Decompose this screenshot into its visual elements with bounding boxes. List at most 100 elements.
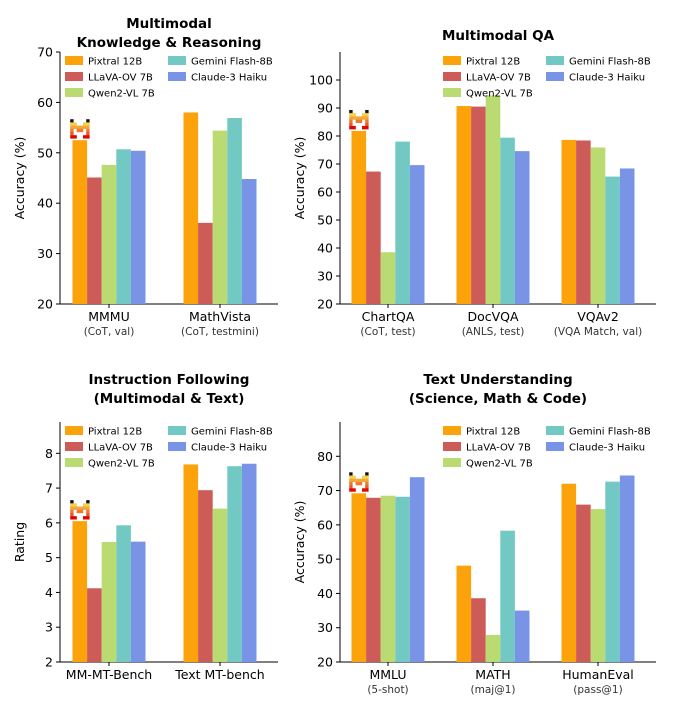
y-tick-label: 50	[37, 145, 53, 160]
legend-label: Pixtral 12B	[88, 427, 142, 438]
logo-pixel	[349, 485, 353, 489]
y-tick-label: 7	[45, 481, 53, 496]
logo-pixel	[76, 509, 80, 514]
legend-label: LLaVA-OV 7B	[88, 443, 153, 454]
logo-pixel	[365, 488, 369, 492]
legend-swatch	[168, 72, 186, 81]
logo-pixel	[70, 506, 74, 510]
bar	[561, 483, 577, 662]
bar	[485, 95, 501, 305]
y-tick-label: 20	[37, 297, 53, 312]
logo-pixel	[76, 128, 80, 133]
logo-pixel	[355, 119, 359, 123]
logo-pixel	[362, 113, 366, 117]
y-tick-label: 30	[317, 269, 333, 284]
logo-pixel	[365, 125, 369, 130]
bar	[101, 542, 117, 662]
bar	[619, 475, 635, 662]
x-tick-sublabel: (5-shot)	[367, 684, 408, 696]
bar	[116, 149, 131, 304]
logo-pixel	[349, 478, 353, 483]
bar	[351, 493, 367, 662]
y-axis-label: Accuracy (%)	[12, 137, 27, 220]
legend-swatch	[443, 72, 461, 81]
bar	[409, 165, 425, 304]
chart-title: Multimodal	[126, 16, 212, 32]
logo-pixel	[362, 116, 366, 120]
chart-panel-3: Instruction Following (Multimodal & Text)…	[12, 372, 278, 682]
x-tick-label: Text MT-bench	[174, 667, 264, 682]
x-tick-sublabel: (ANLS, test)	[462, 326, 525, 338]
legend-label: Pixtral 12B	[466, 427, 520, 438]
logo-pixel	[86, 135, 90, 139]
chart-panel-2: Multimodal QA 20 30 40 50 60 70 80 90 100 Accuracy…	[292, 28, 656, 338]
bar	[471, 598, 486, 662]
logo-pixel	[352, 125, 356, 130]
logo-pixel	[362, 475, 366, 479]
logo-pixel	[352, 488, 356, 492]
logo-pixel	[365, 485, 369, 489]
logo-pixel	[73, 135, 77, 139]
chart-title: Text Understanding	[423, 372, 572, 388]
logo-pixel	[362, 478, 366, 483]
bar	[227, 118, 242, 304]
logo-pixel	[86, 509, 90, 514]
logo-pixel	[70, 125, 74, 129]
logo-pixel	[83, 503, 87, 507]
legend-label: Qwen2-VL 7B	[88, 89, 155, 100]
logo-pixel	[352, 478, 356, 483]
mistral-logo-icon	[349, 472, 369, 492]
legend-label: Claude-3 Haiku	[569, 73, 645, 84]
logo-pixel	[358, 119, 363, 123]
logo-pixel	[76, 506, 80, 510]
legend-swatch	[443, 88, 461, 97]
x-tick-sublabel: (CoT, test)	[360, 326, 415, 338]
x-tick-label: MMMU	[88, 309, 130, 324]
logo-pixel	[70, 500, 74, 504]
bar	[485, 634, 501, 662]
logo-pixel	[352, 116, 356, 120]
bar	[590, 147, 606, 304]
bar	[561, 139, 577, 304]
logo-pixel	[349, 119, 353, 123]
chart-panel-4: Text Understanding (Science, Math & Code)…	[292, 372, 656, 696]
logo-pixel	[73, 516, 77, 520]
bar	[380, 252, 396, 304]
bar	[409, 477, 425, 662]
y-tick-label: 20	[317, 297, 333, 312]
logo-pixel	[70, 135, 74, 139]
logo-pixel	[86, 122, 90, 126]
legend-swatch	[546, 56, 564, 65]
bar	[380, 495, 396, 662]
y-tick-label: 40	[317, 241, 333, 256]
x-tick-sublabel: (CoT, testmini)	[181, 326, 259, 338]
x-tick-sublabel: (VQA Match, val)	[554, 326, 642, 338]
legend-swatch	[443, 458, 461, 467]
y-tick-label: 60	[317, 185, 333, 200]
logo-pixel	[365, 475, 369, 479]
legend-swatch	[443, 56, 461, 65]
logo-pixel	[349, 481, 353, 486]
logo-pixel	[86, 128, 90, 133]
bar	[366, 497, 381, 662]
logo-pixel	[355, 481, 359, 486]
logo-pixel	[362, 488, 366, 492]
legend-swatch	[443, 442, 461, 451]
logo-pixel	[362, 125, 366, 130]
logo-pixel	[358, 478, 363, 483]
y-tick-label: 50	[317, 552, 333, 567]
logo-pixel	[365, 113, 369, 117]
y-tick-label: 80	[317, 129, 333, 144]
bar	[198, 490, 213, 662]
bar	[605, 176, 620, 304]
legend-label: Pixtral 12B	[88, 57, 142, 68]
y-tick-label: 30	[37, 246, 53, 261]
logo-pixel	[358, 481, 363, 486]
y-tick-label: 8	[45, 446, 53, 461]
bar	[576, 140, 591, 304]
logo-pixel	[349, 116, 353, 120]
chart-title: (Multimodal & Text)	[94, 391, 245, 407]
bar	[619, 168, 635, 304]
logo-pixel	[86, 132, 90, 136]
